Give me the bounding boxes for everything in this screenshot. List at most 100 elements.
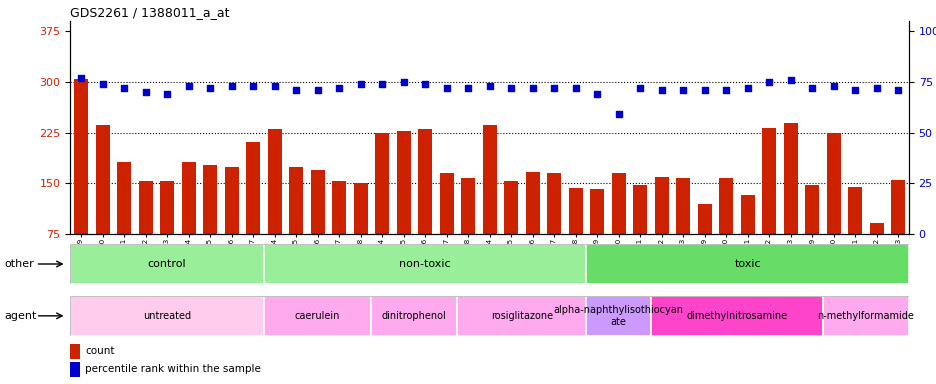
Bar (826, 133, 840, 285)
Bar (525, 172, 539, 285)
Point (439, 85, 454, 91)
Bar (890, 180, 904, 285)
Bar (70, 244, 264, 284)
Bar (482, 125, 496, 285)
Bar (95, 125, 110, 285)
Bar (590, 189, 604, 285)
Point (396, 79, 411, 85)
Point (696, 87, 711, 93)
Bar (417, 129, 431, 285)
Bar (568, 187, 582, 285)
Bar (246, 142, 260, 285)
Point (288, 87, 303, 93)
Point (245, 83, 260, 89)
Point (567, 85, 582, 91)
Bar (822, 296, 908, 336)
Bar (374, 133, 388, 285)
Bar (633, 185, 647, 285)
Text: n-methylformamide: n-methylformamide (816, 311, 914, 321)
Bar (782, 122, 797, 285)
Point (138, 89, 153, 95)
Bar (457, 296, 586, 336)
Bar (547, 173, 561, 285)
Point (718, 87, 733, 93)
Point (417, 81, 432, 87)
Point (461, 85, 475, 91)
Text: toxic: toxic (734, 259, 760, 269)
Bar (264, 296, 371, 336)
Point (761, 79, 776, 85)
Point (181, 83, 196, 89)
Point (610, 111, 625, 118)
Bar (739, 195, 753, 285)
Point (869, 85, 884, 91)
Bar (586, 244, 908, 284)
Bar (264, 244, 586, 284)
Bar (70, 296, 264, 336)
Point (503, 85, 518, 91)
Text: control: control (148, 259, 186, 269)
Bar (461, 178, 475, 285)
Point (73, 75, 88, 81)
Point (782, 77, 797, 83)
Bar (439, 173, 453, 285)
Text: rosiglitazone: rosiglitazone (490, 311, 552, 321)
Bar (353, 184, 367, 285)
Bar (718, 178, 732, 285)
Bar (268, 129, 281, 285)
Bar (396, 131, 410, 285)
Point (331, 85, 346, 91)
Point (202, 85, 217, 91)
Bar (74, 79, 88, 285)
Text: non-toxic: non-toxic (399, 259, 450, 269)
Point (267, 83, 282, 89)
Bar (586, 296, 651, 336)
Bar (160, 182, 174, 285)
Text: count: count (85, 346, 114, 356)
Bar (117, 162, 131, 285)
Point (826, 83, 841, 89)
Bar (331, 182, 345, 285)
Text: dimethylnitrosamine: dimethylnitrosamine (685, 311, 786, 321)
Point (310, 87, 325, 93)
Text: percentile rank within the sample: percentile rank within the sample (85, 364, 261, 374)
Bar (869, 223, 883, 285)
Bar (504, 182, 518, 285)
Bar (310, 170, 324, 285)
Bar (804, 185, 818, 285)
Point (675, 87, 690, 93)
Bar (651, 296, 822, 336)
Point (653, 87, 668, 93)
Bar (371, 296, 457, 336)
Text: GDS2261 / 1388011_a_at: GDS2261 / 1388011_a_at (70, 5, 229, 18)
Point (95, 81, 110, 87)
Point (546, 85, 561, 91)
Point (481, 83, 496, 89)
Text: agent: agent (5, 311, 37, 321)
Point (353, 81, 368, 87)
Bar (697, 204, 710, 285)
Bar (289, 167, 302, 285)
Text: untreated: untreated (143, 311, 191, 321)
Point (159, 91, 174, 97)
Text: alpha-naphthylisothiocyan
ate: alpha-naphthylisothiocyan ate (553, 305, 683, 327)
Text: dinitrophenol: dinitrophenol (382, 311, 446, 321)
Bar (182, 162, 196, 285)
Point (224, 83, 239, 89)
Bar (761, 128, 775, 285)
Text: other: other (5, 259, 35, 269)
Bar (676, 178, 689, 285)
Point (374, 81, 389, 87)
Point (847, 87, 862, 93)
Bar (847, 187, 861, 285)
Bar (654, 177, 668, 285)
Bar (203, 165, 217, 285)
Point (589, 91, 604, 97)
Point (632, 85, 647, 91)
Text: caerulein: caerulein (295, 311, 340, 321)
Bar (611, 173, 625, 285)
Point (739, 85, 754, 91)
Point (804, 85, 819, 91)
Point (524, 85, 539, 91)
Bar (139, 182, 153, 285)
